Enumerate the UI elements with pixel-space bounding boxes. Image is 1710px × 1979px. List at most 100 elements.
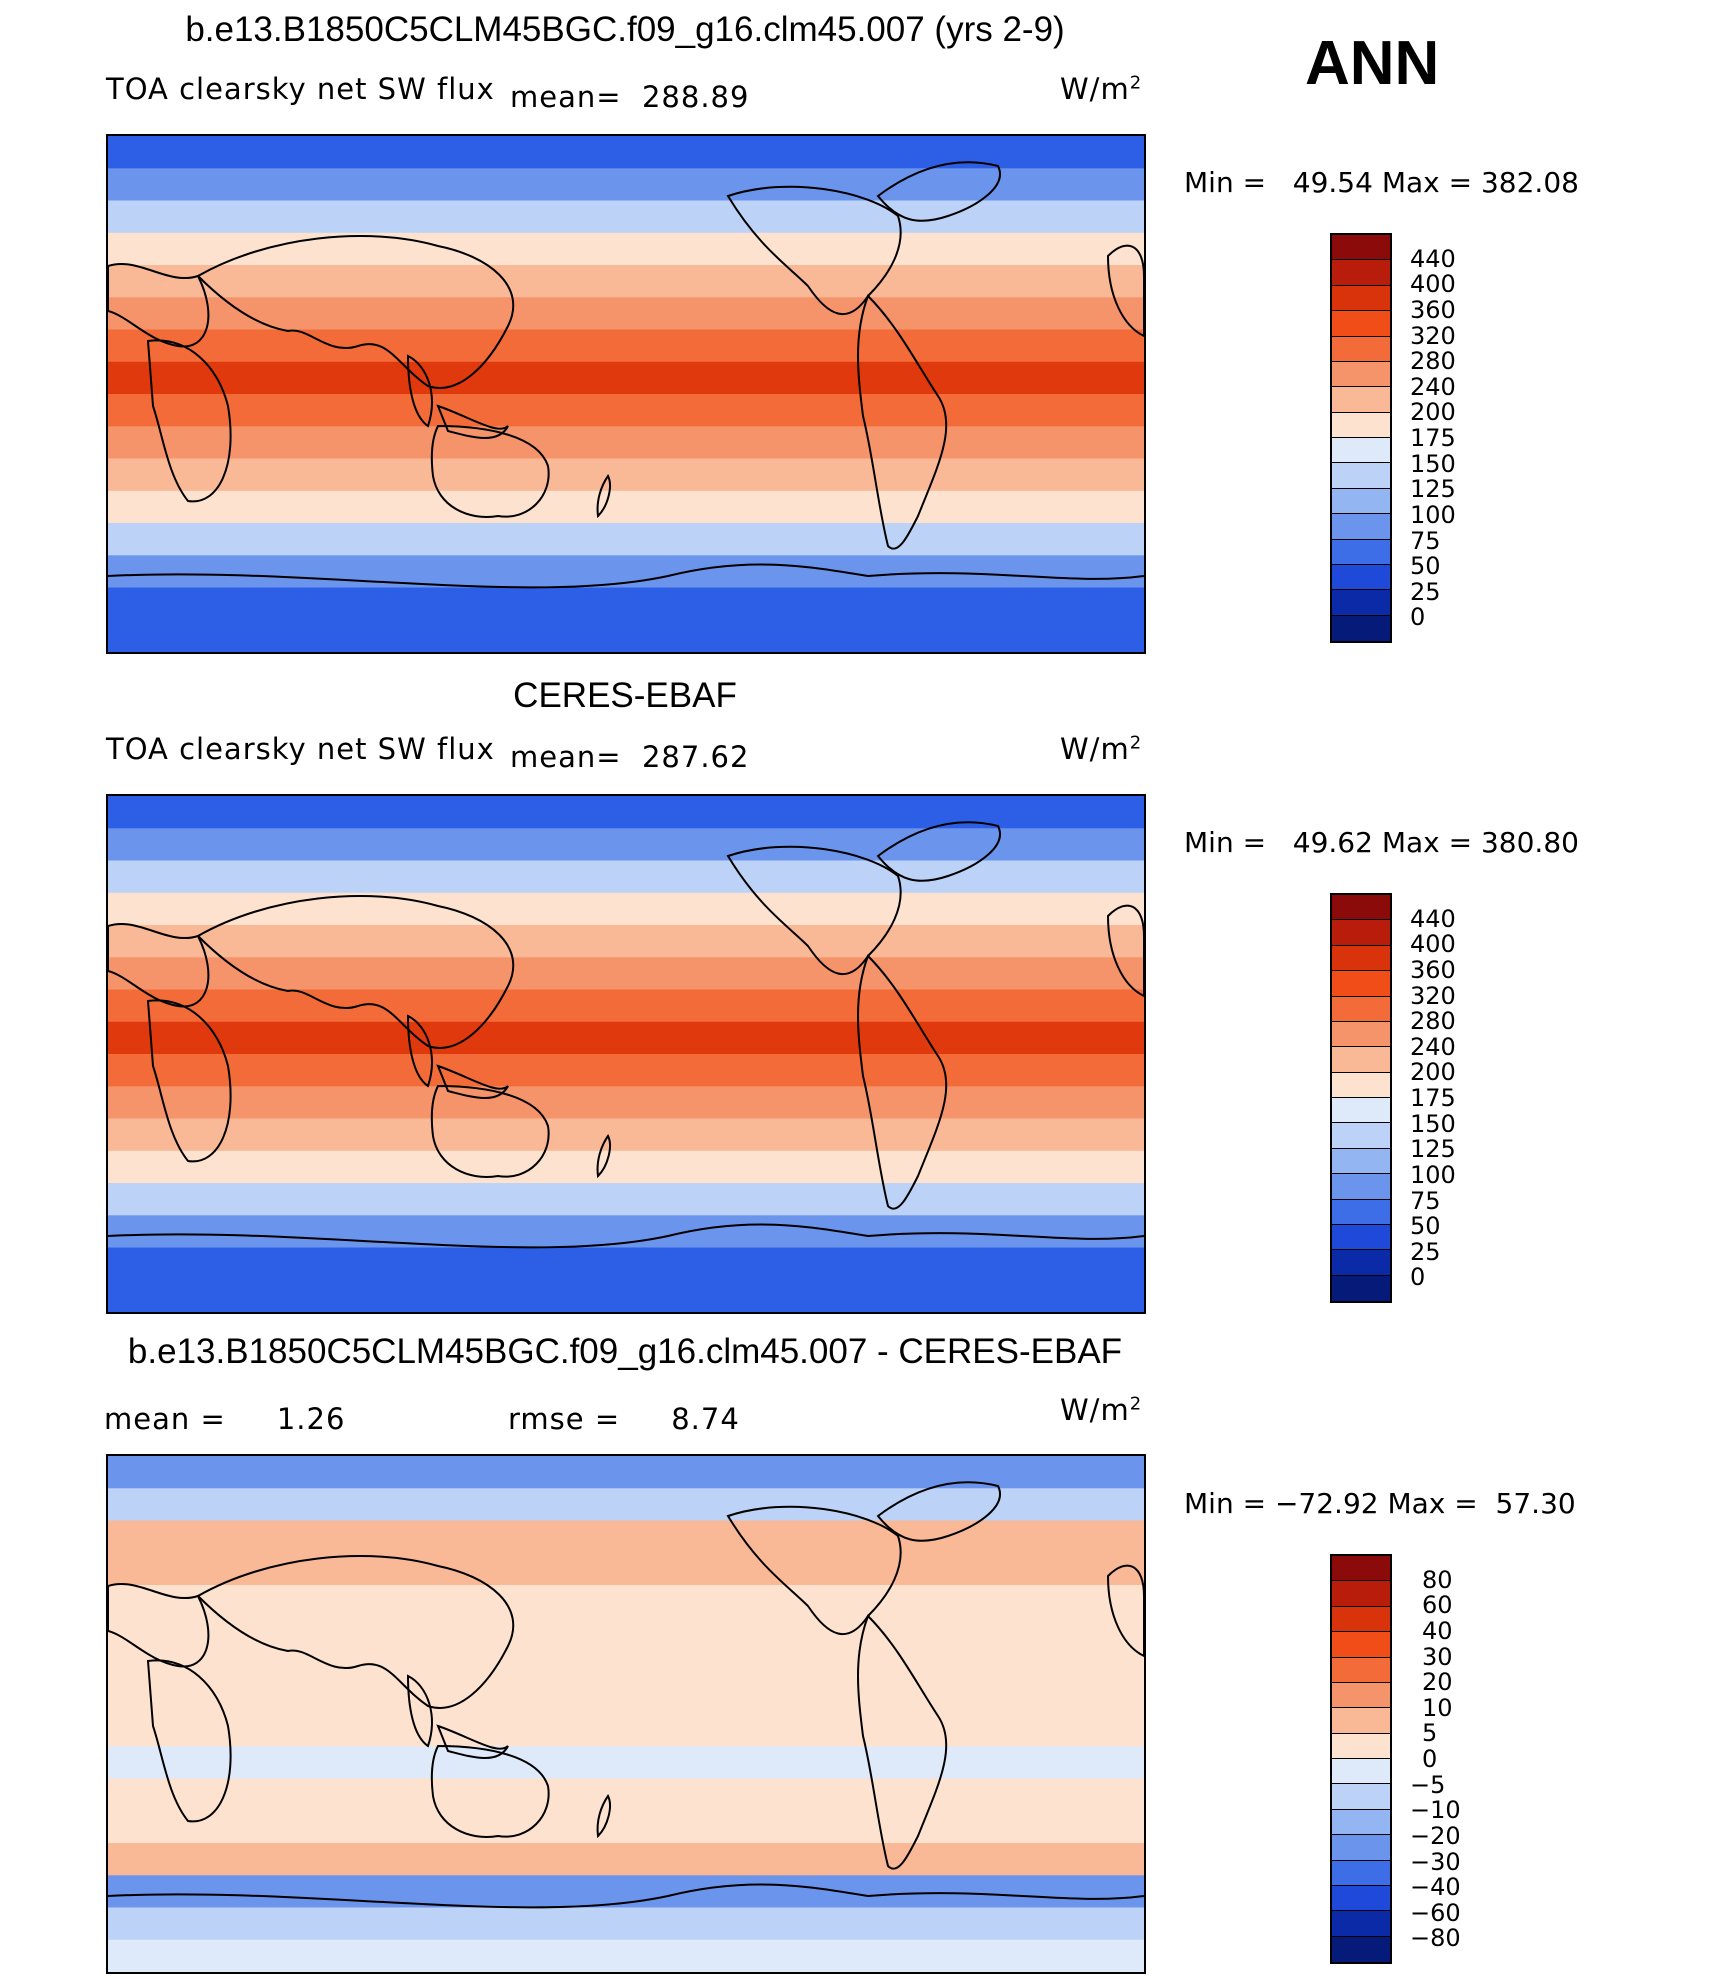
latitude-band: [108, 1617, 1144, 1651]
panel3-min-label: Min =: [1184, 1487, 1267, 1520]
coastline: [876, 1481, 1001, 1542]
colorbar-swatch: [1332, 1275, 1390, 1301]
colorbar-swatch: [1332, 1199, 1390, 1225]
coastline: [876, 161, 1001, 222]
colorbar-tick-label: 30: [1422, 1642, 1453, 1671]
colorbar-tick-label: 240: [1410, 372, 1456, 401]
latitude-band: [108, 1456, 1144, 1490]
season-label: ANN: [1305, 29, 1440, 98]
latitude-band: [108, 1714, 1144, 1748]
panel3-units: W/m2: [1060, 1393, 1142, 1427]
colorbar-tick-label: 100: [1410, 1160, 1456, 1189]
panel1-map-svg: [108, 136, 1144, 652]
colorbar-swatch: [1332, 336, 1390, 362]
colorbar-swatch: [1332, 1885, 1390, 1912]
colorbar-swatch: [1332, 235, 1390, 261]
coastline: [1106, 904, 1144, 998]
coastline: [108, 1883, 1144, 1909]
colorbar-tick-label: −20: [1410, 1821, 1461, 1850]
colorbar-swatch: [1332, 1936, 1390, 1962]
panel3-map-svg: [108, 1456, 1144, 1972]
latitude-band: [108, 1183, 1144, 1217]
latitude-band: [108, 329, 1144, 363]
latitude-band: [108, 925, 1144, 959]
colorbar-swatch: [1332, 387, 1390, 413]
panel2-units-text: W/m: [1060, 732, 1130, 766]
coastline: [406, 1014, 433, 1088]
panel1-min-label: Min =: [1184, 166, 1267, 199]
colorbar-swatch: [1332, 285, 1390, 312]
panel1-min-value: 49.54: [1292, 166, 1373, 199]
panel3-mean-label: mean =: [104, 1402, 226, 1436]
latitude-band: [108, 136, 1144, 170]
panel1-mean-value: 288.89: [641, 80, 750, 114]
colorbar-tick-label: 25: [1410, 1237, 1441, 1266]
colorbar-swatch: [1332, 1632, 1390, 1658]
colorbar-swatch: [1332, 1860, 1390, 1886]
panel3-rmse-value: 8.74: [671, 1402, 740, 1436]
coastline: [596, 474, 611, 519]
latitude-band: [108, 458, 1144, 492]
colorbar-tick-label: 75: [1410, 526, 1441, 555]
colorbar-swatch: [1332, 564, 1390, 591]
panel2-minmax: Min = 49.62 Max = 380.80: [1184, 826, 1579, 859]
colorbar-tick-label: 40: [1422, 1616, 1453, 1645]
panel2-title: CERES-EBAF: [513, 676, 737, 715]
colorbar-swatch: [1332, 1759, 1390, 1785]
colorbar-tick-label: 320: [1410, 981, 1456, 1010]
colorbar-tick-label: 400: [1410, 930, 1456, 959]
coastline: [108, 923, 210, 1008]
latitude-band: [108, 1021, 1144, 1056]
panel3-max-label: Max =: [1387, 1487, 1478, 1520]
colorbar-tick-label: 0: [1410, 1263, 1426, 1292]
latitude-band: [108, 232, 1144, 267]
colorbar-tick-label: −10: [1410, 1796, 1461, 1825]
latitude-band: [108, 1649, 1144, 1683]
colorbar-tick-label: 400: [1410, 270, 1456, 299]
panel1-title: b.e13.B1850C5CLM45BGC.f09_g16.clm45.007 …: [185, 10, 1065, 49]
latitude-band: [108, 828, 1144, 862]
coastline: [857, 294, 948, 550]
colorbar-swatch: [1332, 895, 1390, 921]
latitude-band: [108, 1086, 1144, 1120]
latitude-band: [108, 361, 1144, 396]
colorbar-tick-label: 5: [1422, 1719, 1438, 1748]
colorbar-tick-label: 125: [1410, 475, 1456, 504]
panel1-minmax: Min = 49.54 Max = 382.08: [1184, 166, 1579, 199]
panel2-map: [106, 794, 1146, 1314]
latitude-band: [108, 1247, 1144, 1281]
latitude-band: [108, 1681, 1144, 1716]
panel3-colorbar: [1330, 1554, 1392, 1964]
latitude-band: [108, 1746, 1144, 1780]
colorbar-tick-label: −60: [1410, 1898, 1461, 1927]
panel3-rmse-label: rmse =: [508, 1402, 621, 1436]
colorbar-swatch: [1332, 1708, 1390, 1734]
colorbar-swatch: [1332, 539, 1390, 565]
coastline: [436, 1724, 509, 1759]
panel3-minmax: Min = −72.92 Max = 57.30: [1184, 1487, 1576, 1520]
panel1-bands: [108, 136, 1144, 652]
coastline: [146, 1659, 232, 1823]
colorbar-swatch: [1332, 1098, 1390, 1124]
latitude-band: [108, 200, 1144, 234]
coastline: [406, 1674, 433, 1748]
colorbar-swatch: [1332, 1148, 1390, 1175]
panel2-units: W/m2: [1060, 732, 1142, 766]
colorbar-swatch: [1332, 1047, 1390, 1073]
panel1-units-sup: 2: [1129, 72, 1143, 94]
panel3-units-sup: 2: [1129, 1393, 1143, 1415]
colorbar-swatch: [1332, 1072, 1390, 1098]
colorbar-swatch: [1332, 1174, 1390, 1200]
latitude-band: [108, 1843, 1144, 1877]
latitude-band: [108, 265, 1144, 299]
panel1-colorbar: [1330, 233, 1392, 643]
colorbar-tick-label: −5: [1410, 1770, 1446, 1799]
coastline: [146, 999, 232, 1163]
latitude-band: [108, 1810, 1144, 1845]
colorbar-swatch: [1332, 514, 1390, 540]
latitude-band: [108, 1520, 1144, 1554]
panel1-units-text: W/m: [1060, 72, 1130, 106]
colorbar-swatch: [1332, 1809, 1390, 1836]
colorbar-tick-label: 0: [1410, 603, 1426, 632]
latitude-band: [108, 860, 1144, 894]
